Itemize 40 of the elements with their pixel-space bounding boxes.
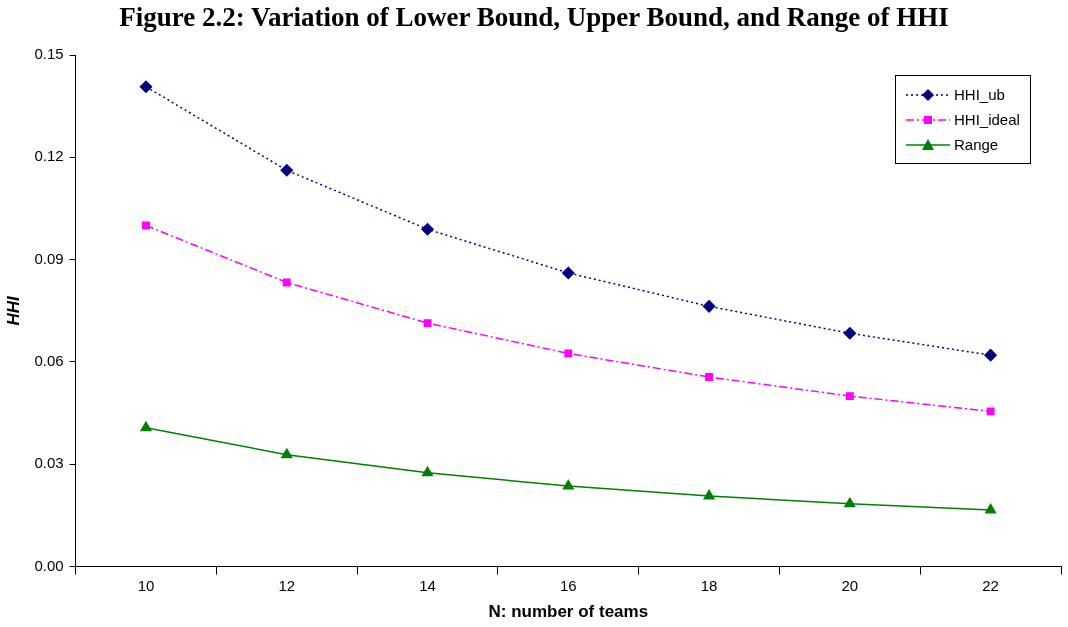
point: [140, 421, 152, 432]
point: [282, 278, 291, 287]
x-tick-label: 12: [278, 576, 296, 594]
point: [281, 448, 293, 459]
point: [421, 223, 434, 236]
point: [703, 489, 715, 500]
point: [845, 392, 854, 400]
point: [705, 373, 713, 381]
y-tick-label: 0.00: [34, 556, 64, 574]
legend-label: Range: [954, 136, 999, 153]
point: [280, 164, 293, 177]
point: [422, 466, 434, 477]
x-tick-label: 10: [137, 576, 155, 594]
legend-label: HHI_ideal: [954, 111, 1020, 128]
y-axis-title: HHI: [3, 294, 23, 326]
point: [702, 300, 716, 313]
x-tick-label: 18: [700, 576, 718, 594]
point: [142, 221, 150, 230]
legend-label: HHI_ub: [954, 86, 1005, 103]
point: [564, 349, 573, 358]
x-tick-label: 16: [559, 576, 577, 594]
x-tick-label: 20: [841, 576, 859, 594]
point: [139, 80, 153, 93]
x-axis-title: N: number of teams: [488, 602, 649, 622]
point: [562, 266, 575, 280]
point: [985, 503, 997, 514]
y-tick-label: 0.12: [34, 147, 64, 165]
y-tick-label: 0.06: [34, 352, 64, 370]
y-tick-label: 0.15: [34, 45, 64, 63]
x-tick-label: 14: [419, 576, 436, 594]
point: [844, 497, 856, 508]
point: [423, 319, 432, 328]
y-tick-label: 0.03: [34, 454, 64, 472]
x-tick-label: 22: [982, 576, 999, 594]
chart-title: Figure 2.2: Variation of Lower Bound, Upper Bound, and Range of HHI: [118, 2, 950, 33]
point: [984, 348, 997, 362]
y-tick-label: 0.09: [34, 249, 64, 267]
point: [986, 407, 995, 416]
point: [562, 479, 574, 490]
point: [843, 327, 857, 340]
